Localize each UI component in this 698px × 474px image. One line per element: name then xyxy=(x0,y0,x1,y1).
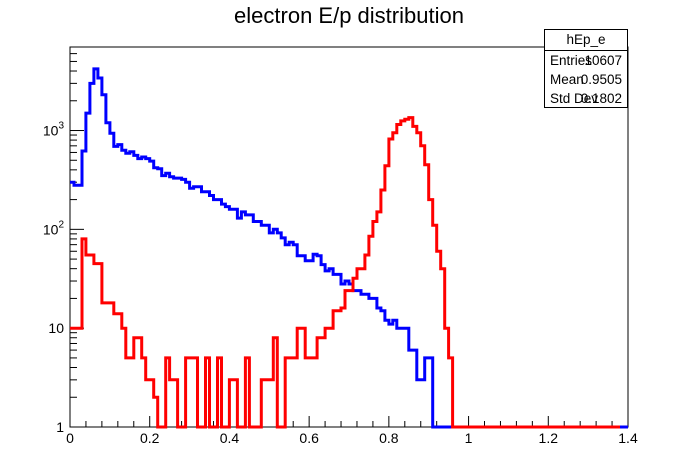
stats-row-mean: Mean 0.9505 xyxy=(545,70,627,89)
x-tick-label: 0.8 xyxy=(379,430,399,446)
stats-label: Std Dev xyxy=(550,91,599,106)
plot-frame xyxy=(69,46,629,428)
histogram-series-2 xyxy=(70,116,620,429)
x-tick-label: 1.2 xyxy=(539,430,559,446)
x-tick-label: 0.2 xyxy=(140,430,160,446)
x-tick-label: 1 xyxy=(465,430,473,446)
y-tick-label: 10 xyxy=(48,320,64,336)
x-tick-label: 1.4 xyxy=(618,430,638,446)
stats-label: Entries xyxy=(550,53,593,68)
stats-row-stddev: Std Dev 0.1802 xyxy=(545,89,627,108)
stats-value: 0.1802 xyxy=(580,91,622,106)
x-tick-label: 0 xyxy=(66,430,74,446)
y-tick-label: 103 xyxy=(43,121,65,139)
stats-label: Mean xyxy=(550,72,584,87)
stats-value: 0.9505 xyxy=(580,72,622,87)
stats-box: hEp_e Entries 10607 Mean 0.9505 Std Dev … xyxy=(544,29,628,108)
stats-row-entries: Entries 10607 xyxy=(545,51,627,70)
y-tick-label: 102 xyxy=(43,219,65,237)
x-tick-label: 0.4 xyxy=(220,430,240,446)
chart-title: electron E/p distribution xyxy=(234,3,464,28)
histogram-series-1 xyxy=(70,67,628,429)
x-tick-label: 0.6 xyxy=(299,430,319,446)
stats-box-name: hEp_e xyxy=(545,30,627,51)
stats-value: 10607 xyxy=(584,53,622,68)
y-tick-label: 1 xyxy=(56,419,64,435)
